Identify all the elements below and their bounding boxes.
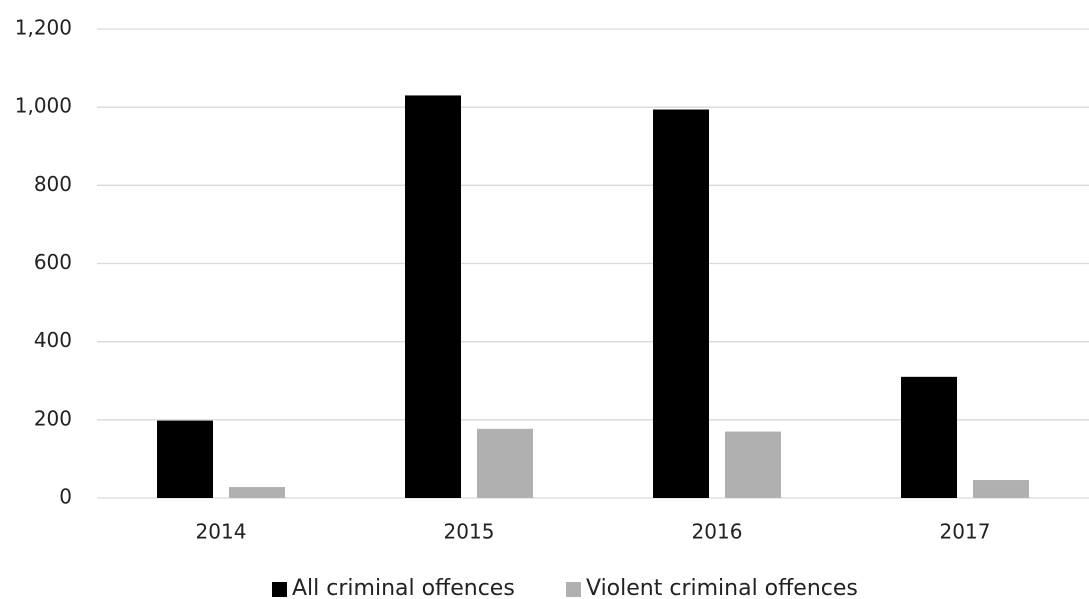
bar <box>901 376 957 498</box>
legend-label: Violent criminal offences <box>586 576 858 599</box>
y-tick-label: 1,000 <box>15 94 72 118</box>
bar <box>653 109 709 499</box>
y-tick-label: 400 <box>34 328 72 352</box>
bar <box>229 487 285 498</box>
legend-swatch <box>272 582 287 597</box>
x-tick-label: 2017 <box>940 520 991 544</box>
bar <box>973 480 1029 498</box>
y-tick-label: 600 <box>34 250 72 274</box>
y-tick-label: 200 <box>34 406 72 430</box>
legend-swatch <box>566 582 581 597</box>
x-tick-label: 2014 <box>196 520 247 544</box>
y-tick-label: 1,200 <box>15 16 72 40</box>
bar <box>725 431 781 498</box>
x-tick-label: 2016 <box>692 520 743 544</box>
y-tick-label: 800 <box>34 172 72 196</box>
bar <box>405 95 461 499</box>
x-tick-label: 2015 <box>444 520 495 544</box>
bar <box>477 428 533 498</box>
y-tick-label: 0 <box>59 485 72 509</box>
legend-label: All criminal offences <box>292 576 515 599</box>
bar <box>157 420 213 498</box>
